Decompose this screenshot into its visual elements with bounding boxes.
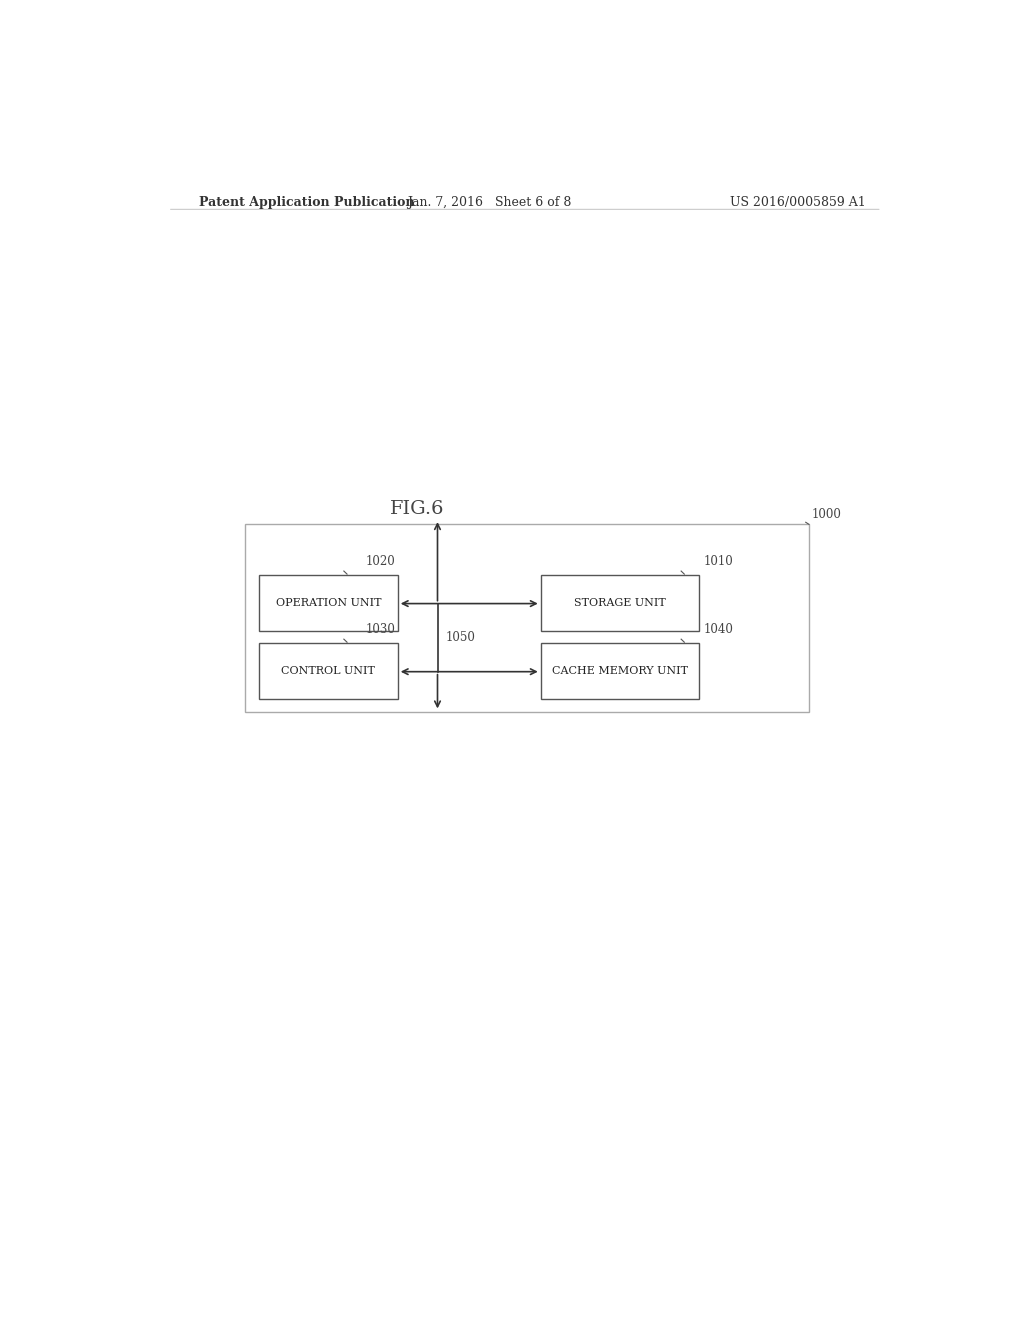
Bar	[259, 643, 397, 700]
Bar	[246, 524, 809, 713]
Text: CONTROL UNIT: CONTROL UNIT	[282, 667, 376, 676]
Bar	[541, 643, 699, 700]
Text: 1010: 1010	[703, 554, 733, 568]
Bar	[259, 576, 397, 631]
Text: Patent Application Publication: Patent Application Publication	[200, 195, 415, 209]
Text: 1040: 1040	[703, 623, 733, 636]
Text: 1020: 1020	[367, 554, 396, 568]
Text: US 2016/0005859 A1: US 2016/0005859 A1	[730, 195, 866, 209]
Bar	[541, 576, 699, 631]
Text: OPERATION UNIT: OPERATION UNIT	[275, 598, 381, 609]
Text: 1000: 1000	[812, 508, 842, 521]
Text: Jan. 7, 2016   Sheet 6 of 8: Jan. 7, 2016 Sheet 6 of 8	[407, 195, 571, 209]
Text: STORAGE UNIT: STORAGE UNIT	[574, 598, 666, 609]
Text: CACHE MEMORY UNIT: CACHE MEMORY UNIT	[552, 667, 688, 676]
Text: FIG.6: FIG.6	[390, 500, 444, 517]
Text: 1050: 1050	[445, 631, 475, 644]
Text: 1030: 1030	[367, 623, 396, 636]
